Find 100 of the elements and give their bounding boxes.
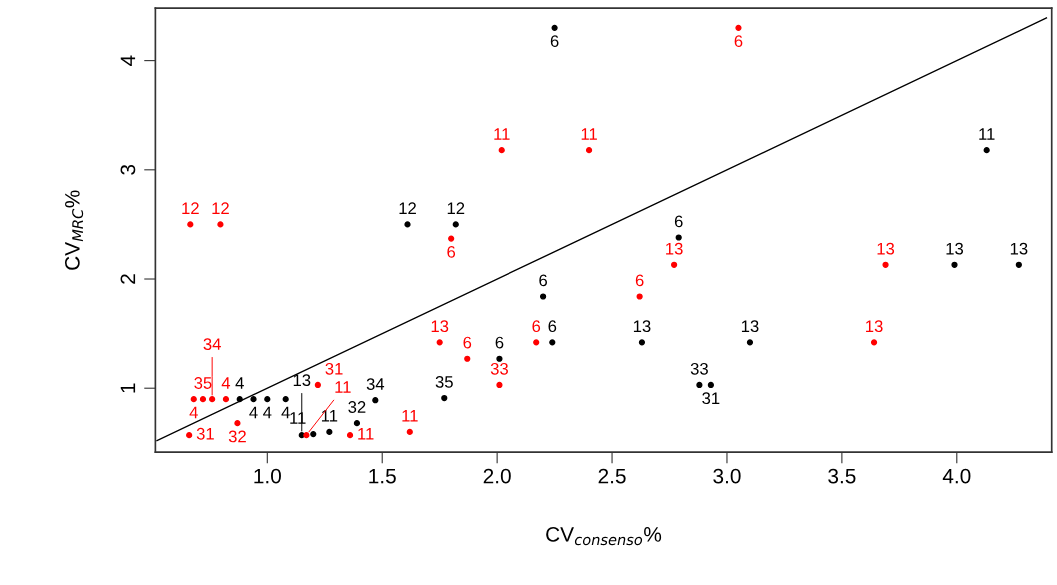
annotation: 6 (463, 336, 472, 349)
annotation: 13 (666, 242, 683, 255)
y-tick-label: 1 (120, 383, 136, 393)
point (372, 397, 379, 404)
x-tick-label: 1.5 (369, 468, 396, 484)
point (636, 293, 643, 300)
point (540, 293, 547, 300)
point (496, 381, 503, 389)
point (217, 221, 224, 228)
annotation: 6 (532, 320, 541, 333)
annotation: 4 (281, 406, 290, 419)
point (498, 147, 505, 154)
annotation: 33 (690, 362, 708, 375)
annotation: 33 (490, 362, 508, 375)
y-tick-label: 4 (120, 55, 136, 66)
x-tick-label: 3.5 (828, 468, 856, 484)
y-tick-label: 3 (120, 164, 136, 175)
point (533, 339, 540, 346)
annotation: 12 (182, 202, 199, 215)
annotation: 6 (550, 35, 559, 48)
point (464, 355, 471, 362)
annotation: 13 (293, 374, 311, 387)
point (250, 396, 257, 403)
annotation: 4 (235, 377, 244, 389)
x-tick-label: 1.0 (254, 468, 281, 484)
point (983, 147, 990, 154)
point (190, 396, 197, 403)
annotation: 34 (203, 338, 221, 351)
x-tick-label: 2.5 (598, 468, 626, 484)
point (222, 396, 230, 403)
point (326, 428, 333, 435)
annotation: 4 (263, 406, 272, 419)
annotation: 12 (399, 202, 416, 215)
point (585, 147, 593, 154)
point (234, 420, 241, 427)
point (551, 24, 558, 31)
point (638, 339, 646, 346)
annotation: 13 (741, 320, 759, 333)
point (448, 235, 455, 242)
annotation: 11 (581, 128, 597, 140)
annotation: 11 (979, 128, 995, 140)
point (209, 396, 216, 403)
annotation: 35 (194, 377, 212, 389)
point (186, 432, 193, 439)
x-tick-label: 4.0 (942, 468, 971, 484)
point (707, 381, 714, 389)
annotation: 13 (431, 320, 449, 333)
annotation: 11 (321, 410, 338, 422)
annotation: 6 (674, 215, 683, 228)
x-tick-label: 2.0 (483, 468, 511, 484)
point (436, 339, 443, 346)
annotation: 4 (221, 377, 231, 389)
annotation: 13 (866, 320, 883, 333)
point (882, 261, 889, 268)
annotation: 11 (494, 128, 510, 140)
annotation: 4 (249, 406, 258, 419)
point (303, 432, 310, 439)
annotation: 6 (495, 336, 504, 349)
point (264, 396, 271, 403)
annotation: 6 (447, 245, 456, 258)
point (870, 339, 878, 346)
annotation: 31 (196, 427, 214, 440)
annotation: 12 (447, 202, 465, 215)
point (452, 221, 459, 228)
annotation: 11 (402, 410, 418, 422)
point (671, 261, 678, 268)
point (735, 24, 742, 31)
point (282, 396, 289, 403)
y-axis-title: CV$_{MRC}$% (64, 190, 84, 270)
point (441, 394, 448, 402)
point (404, 221, 411, 228)
annotation: 6 (734, 35, 743, 48)
point (549, 339, 556, 346)
annotation: 31 (325, 362, 343, 375)
x-axis-title: CV$_{consenso}$% (546, 527, 662, 546)
point (314, 381, 321, 389)
annotation: 32 (228, 430, 246, 443)
annotation: 13 (877, 242, 895, 255)
point (1015, 261, 1022, 268)
annotation: 13 (633, 320, 651, 333)
annotation: 35 (435, 376, 453, 388)
annotation: 32 (348, 401, 366, 413)
point (746, 339, 754, 346)
point (496, 355, 503, 362)
annotation: 31 (702, 392, 720, 405)
annotation: 6 (548, 320, 557, 333)
y-tick-label: 2 (120, 274, 136, 284)
x-tick-label: 3.0 (713, 468, 741, 484)
annotation: 11 (335, 381, 351, 393)
point (675, 234, 682, 241)
annotation: 12 (212, 202, 229, 215)
point (353, 420, 361, 427)
point (951, 261, 958, 268)
point (346, 432, 354, 439)
point (236, 396, 243, 403)
point (199, 396, 207, 403)
annotation: 34 (366, 378, 385, 390)
annotation: 13 (946, 242, 964, 255)
point (310, 430, 317, 438)
point (187, 221, 194, 228)
